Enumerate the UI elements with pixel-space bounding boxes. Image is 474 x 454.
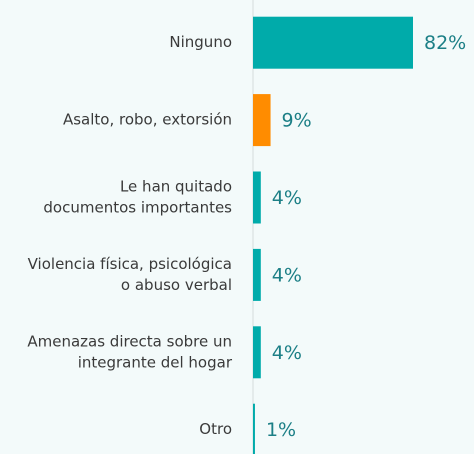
category-label: documentos importantes bbox=[43, 199, 232, 217]
category-label: integrante del hogar bbox=[78, 353, 233, 371]
value-label: 4% bbox=[272, 264, 302, 286]
value-label: 1% bbox=[266, 419, 296, 441]
value-label: 4% bbox=[272, 187, 302, 209]
bar bbox=[253, 326, 261, 379]
category-label: Amenazas directa sobre un bbox=[27, 332, 232, 350]
category-label: Violencia física, psicológica bbox=[28, 255, 232, 273]
category-label: Otro bbox=[199, 420, 232, 438]
bar bbox=[253, 16, 413, 69]
category-label: Asalto, robo, extorsión bbox=[63, 111, 232, 129]
bar bbox=[253, 171, 261, 224]
value-label: 4% bbox=[272, 342, 302, 364]
bar bbox=[253, 94, 271, 147]
value-label: 82% bbox=[424, 32, 466, 54]
category-label: o abuso verbal bbox=[121, 276, 232, 294]
category-label: Ninguno bbox=[169, 33, 232, 51]
bar bbox=[253, 403, 255, 454]
bar bbox=[253, 248, 261, 301]
category-label: Le han quitado bbox=[120, 178, 232, 196]
value-label: 9% bbox=[282, 110, 312, 132]
